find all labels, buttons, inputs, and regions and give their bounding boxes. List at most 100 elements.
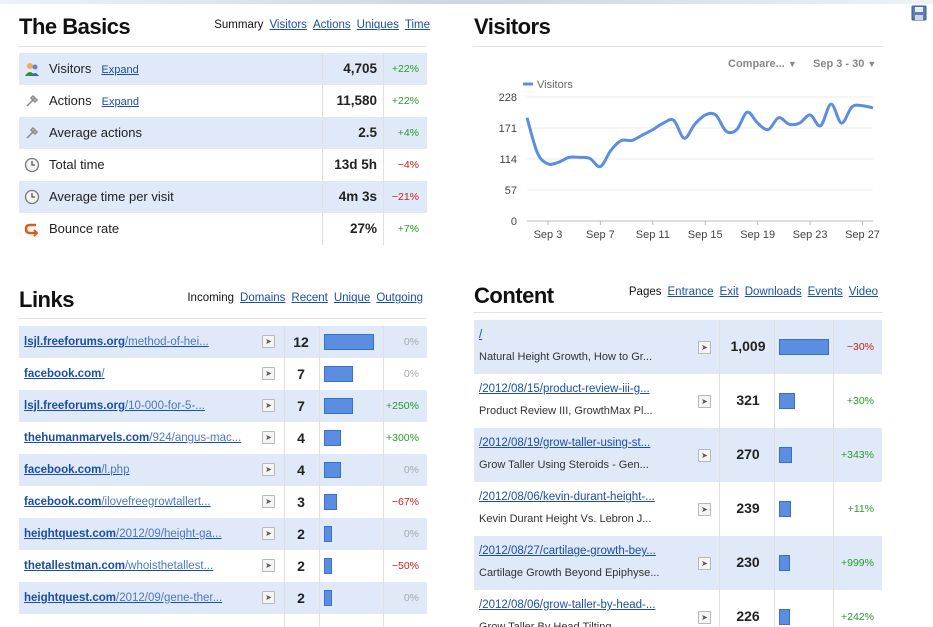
date-range-label: Sep 3 - 30 [813, 58, 865, 70]
page-count: 226 [736, 608, 760, 624]
open-page-icon[interactable]: ➤ [698, 503, 711, 516]
expand-link[interactable]: Expand [101, 64, 139, 76]
referrer-domain: facebook.com [24, 368, 102, 380]
clock-icon [24, 189, 40, 205]
tab-pages[interactable]: Pages [628, 286, 662, 298]
page-path-link[interactable]: /2012/08/15/product-review-iii-g... [479, 383, 650, 395]
tab-unique[interactable]: Unique [333, 292, 371, 304]
referrer-link[interactable]: heightquest.com/2012/09/gene-ther... [24, 592, 222, 604]
tab-exit[interactable]: Exit [719, 286, 739, 298]
page-path-link[interactable]: /2012/08/19/grow-taller-using-st... [479, 437, 651, 449]
referrer-link[interactable]: facebook.com/ [24, 368, 105, 380]
column-divider [322, 53, 323, 245]
page-title-text: Natural Height Growth, How to Gr... [479, 351, 653, 363]
tab-recent[interactable]: Recent [291, 292, 328, 304]
page-count-bar [779, 339, 829, 355]
divider [473, 312, 883, 313]
open-page-icon[interactable]: ➤ [698, 395, 711, 408]
open-link-icon[interactable]: ➤ [262, 463, 275, 476]
basics-label-text: Bounce rate [49, 221, 120, 236]
links-panel: Links Incoming Domains Recent Unique Outgoin… [10, 274, 450, 627]
x-tick-label: Sep 3 [534, 229, 563, 241]
change-percent: 0% [403, 528, 419, 540]
date-range-dropdown[interactable]: Sep 3 - 30 ▼ [813, 58, 876, 70]
referrer-domain: heightquest.com [24, 528, 117, 540]
x-tick-label: Sep 7 [586, 229, 615, 241]
referrer-path: /whoisthetallest... [124, 560, 214, 572]
referrer-link[interactable]: thehumanmarvels.com/924/angus-mac... [24, 432, 241, 444]
link-count: 2 [297, 558, 305, 574]
open-link-icon[interactable]: ➤ [262, 431, 275, 444]
tab-incoming[interactable]: Incoming [187, 292, 235, 304]
open-link-icon[interactable]: ➤ [262, 495, 275, 508]
referrer-domain: lsjl.freeforums.org [24, 336, 125, 348]
page-path-link[interactable]: /2012/08/06/grow-taller-by-head-... [479, 599, 656, 611]
change-percent: −21% [391, 191, 419, 203]
save-icon[interactable] [911, 5, 927, 21]
link-count-bar [324, 558, 332, 574]
referrer-link[interactable]: lsjl.freeforums.org/method-of-hei... [24, 336, 209, 348]
open-link-icon[interactable]: ➤ [262, 367, 275, 380]
column-divider [774, 320, 775, 627]
open-link-icon[interactable]: ➤ [262, 335, 275, 348]
referrer-link[interactable]: heightquest.com/2012/09/height-ga... [24, 528, 222, 540]
tab-outgoing[interactable]: Outgoing [376, 292, 423, 304]
tab-time[interactable]: Time [404, 19, 430, 31]
tab-uniques[interactable]: Uniques [356, 19, 399, 31]
x-tick-label: Sep 15 [688, 229, 723, 241]
referrer-link[interactable]: thetallestman.com/whoisthetallest... [24, 560, 213, 572]
tab-visitors[interactable]: Visitors [269, 19, 307, 31]
open-link-icon[interactable]: ➤ [262, 559, 275, 572]
open-page-icon[interactable]: ➤ [698, 449, 711, 462]
tab-actions[interactable]: Actions [312, 19, 351, 31]
x-tick-label: Sep 23 [793, 229, 828, 241]
tab-video[interactable]: Video [848, 286, 878, 298]
change-percent: +300% [386, 432, 419, 444]
tab-events[interactable]: Events [807, 286, 843, 298]
visitors-series-line [525, 102, 874, 169]
tab-summary[interactable]: Summary [214, 19, 264, 31]
open-link-icon[interactable]: ➤ [262, 591, 275, 604]
link-count: 3 [297, 494, 305, 510]
link-count-bar [324, 398, 353, 414]
link-row: thehumanmarvels.com/924/angus-mac... ➤ 4 +3… [19, 422, 427, 454]
change-percent: +22% [391, 95, 419, 107]
link-count: 7 [297, 398, 305, 414]
change-percent: +22% [391, 63, 419, 75]
page-path-link[interactable]: /2012/08/27/cartilage-growth-bey... [479, 545, 656, 557]
tab-domains[interactable]: Domains [240, 292, 286, 304]
content-table: / Natural Height Growth, How to Gr... ➤ 1,0… [474, 320, 882, 627]
open-page-icon[interactable]: ➤ [698, 557, 711, 570]
link-row: facebook.com/ilovefreegrowtallert... ➤ 3 −6… [19, 486, 427, 518]
tab-entrance[interactable]: Entrance [667, 286, 714, 298]
compare-dropdown[interactable]: Compare... ▼ [728, 58, 797, 70]
cursor-icon [24, 93, 40, 109]
page-path-link[interactable]: / [479, 329, 483, 341]
open-link-icon[interactable]: ➤ [262, 399, 275, 412]
divider [18, 318, 426, 319]
basics-label-text: Total time [49, 157, 105, 172]
link-row: facebook.com/l.php ➤ 4 0% [19, 454, 427, 486]
open-link-icon[interactable]: ➤ [262, 527, 275, 540]
page-count-bar [779, 609, 790, 625]
open-page-icon[interactable]: ➤ [698, 341, 711, 354]
referrer-link[interactable]: facebook.com/l.php [24, 464, 129, 476]
page-title-text: Kevin Durant Height Vs. Lebron J... [479, 513, 652, 525]
basics-label: Visitors Expand [49, 61, 139, 76]
visitors-panel: Visitors Compare... ▼ Sep 3 - 30 ▼ Visitor… [463, 8, 893, 248]
tab-downloads[interactable]: Downloads [744, 286, 802, 298]
column-divider [284, 326, 285, 627]
change-percent: +11% [847, 503, 874, 515]
referrer-path: /l.php [101, 464, 130, 476]
divider [473, 46, 883, 47]
expand-link[interactable]: Expand [101, 96, 139, 108]
page-path-link[interactable]: /2012/08/06/kevin-durant-height-... [479, 491, 655, 503]
open-page-icon[interactable]: ➤ [698, 611, 711, 624]
clock-icon [24, 157, 40, 173]
basics-title: The Basics [19, 14, 131, 39]
link-count: 7 [297, 366, 305, 382]
change-percent: +250% [386, 400, 419, 412]
referrer-link[interactable]: lsjl.freeforums.org/10-000-for-5-... [24, 400, 205, 412]
basics-value: 4,705 [343, 61, 377, 76]
referrer-link[interactable]: facebook.com/ilovefreegrowtallert... [24, 496, 211, 508]
